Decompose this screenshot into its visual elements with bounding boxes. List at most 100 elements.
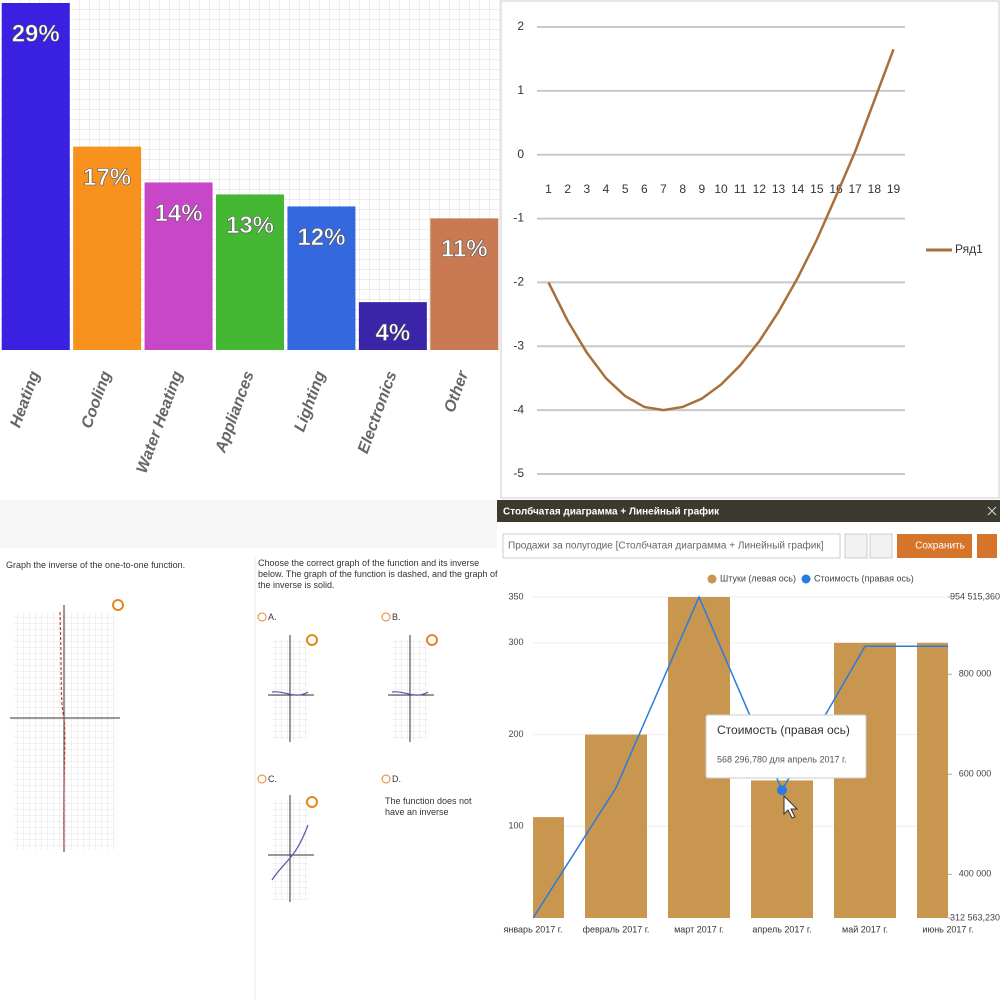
strip <box>0 500 497 548</box>
option-label[interactable]: A. <box>268 612 277 622</box>
bar <box>73 146 142 350</box>
x-tick-label: 3 <box>583 182 590 196</box>
search-input[interactable] <box>502 533 841 559</box>
close-icon[interactable] <box>987 506 997 516</box>
x-tick-label: 6 <box>641 182 648 196</box>
y2-tick-label: 312 563,230 <box>950 912 1000 922</box>
x-tick-label: 1 <box>545 182 552 196</box>
x-tick-label: февраль 2017 г. <box>583 924 650 934</box>
y-tick-label: 350 <box>508 591 523 601</box>
y-tick-label: -3 <box>513 338 524 352</box>
panel-border <box>500 0 1000 499</box>
x-tick-label: 11 <box>734 182 747 196</box>
delete-button[interactable] <box>977 534 997 558</box>
value-label: 13% <box>226 212 274 239</box>
y-tick-label: 100 <box>508 821 523 831</box>
x-tick-label: 5 <box>622 182 629 196</box>
y-tick-label: 2 <box>517 19 524 33</box>
search-text: Продажи за полугодие [Столбчатая диаграм… <box>508 540 824 552</box>
value-label: 29% <box>12 20 60 47</box>
x-tick-label: Water Heating <box>134 369 187 476</box>
y2-tick-label: 954 515,360 <box>950 591 1000 601</box>
value-label: 11% <box>441 236 488 263</box>
save-label: Сохранить <box>915 541 965 552</box>
y2-tick-label: 400 000 <box>959 869 992 879</box>
x-tick-label: Heating <box>7 369 43 430</box>
legend-label: Ряд1 <box>955 242 983 256</box>
value-label: 14% <box>155 200 203 227</box>
y-tick-label: 300 <box>508 637 523 647</box>
x-tick-label: апрель 2017 г. <box>752 924 811 934</box>
window-title: Столбчатая диаграмма + Линейный график <box>503 506 720 518</box>
tooltip-title: Стоимость (правая ось) <box>717 723 850 737</box>
option-label[interactable]: D. <box>392 774 401 784</box>
title-bar <box>497 500 1000 522</box>
x-tick-label: январь 2017 г. <box>504 924 563 934</box>
bar <box>917 642 948 918</box>
legend-swatch <box>707 574 717 584</box>
legend-swatch <box>801 574 811 584</box>
y-tick-label: 1 <box>517 83 524 97</box>
bar <box>287 206 356 350</box>
hover-point <box>777 785 787 796</box>
tooltip-text: 568 296,780 для апрель 2017 г. <box>717 754 847 764</box>
bar <box>585 734 647 918</box>
tooltip: Стоимость (правая ось) 568 296,780 для ап… <box>705 714 867 779</box>
worksheet-graphs <box>10 599 438 902</box>
right-prompt: Choose the correct graph of the function… <box>258 558 498 590</box>
line-series <box>547 48 895 412</box>
download-button[interactable] <box>844 533 868 559</box>
x-tick-label: 17 <box>848 182 862 196</box>
x-tick-label: май 2017 г. <box>842 924 888 934</box>
settings-button[interactable] <box>869 533 893 559</box>
x-tick-label: 13 <box>772 182 786 196</box>
x-tick-label: 12 <box>753 182 767 196</box>
x-tick-label: Electronics <box>355 369 401 456</box>
x-tick-label: Other <box>441 368 472 415</box>
legend-label: Стоимость (правая ось) <box>814 573 914 583</box>
legend-label: Штуки (левая ось) <box>720 573 796 583</box>
y-tick-label: 200 <box>508 729 523 739</box>
x-tick-label: 2 <box>564 182 571 196</box>
x-tick-label: Cooling <box>79 369 115 431</box>
x-tick-label: Lighting <box>292 369 330 434</box>
x-tick-label: 19 <box>887 182 901 196</box>
x-tick-label: 15 <box>810 182 824 196</box>
y-tick-label: -2 <box>513 275 524 289</box>
value-label: 12% <box>297 224 345 251</box>
y-tick-label: -5 <box>513 466 524 480</box>
option-text: The function does not have an inverse <box>385 796 472 817</box>
x-tick-label: 7 <box>660 182 667 196</box>
y-tick-label: -4 <box>513 402 524 416</box>
x-tick-label: Appliances <box>212 369 258 456</box>
value-label: 17% <box>83 164 131 191</box>
y-tick-label: 0 <box>517 147 524 161</box>
bar <box>144 182 213 350</box>
value-label: 4% <box>376 319 411 346</box>
option-label[interactable]: C. <box>268 774 277 784</box>
y2-tick-label: 600 000 <box>959 769 992 779</box>
x-tick-label: 10 <box>714 182 728 196</box>
x-tick-label: 8 <box>679 182 686 196</box>
left-prompt: Graph the inverse of the one-to-one func… <box>6 560 186 570</box>
x-tick-label: 4 <box>603 182 610 196</box>
x-tick-label: 9 <box>698 182 705 196</box>
x-tick-label: 18 <box>868 182 882 196</box>
save-button[interactable] <box>897 534 972 558</box>
x-tick-label: июнь 2017 г. <box>922 924 973 934</box>
bar <box>1 3 70 350</box>
x-tick-label: 14 <box>791 182 805 196</box>
option-label[interactable]: B. <box>392 612 401 622</box>
y-tick-label: -1 <box>513 211 524 225</box>
line-series <box>533 595 948 919</box>
bar <box>430 218 499 350</box>
bar <box>834 642 896 918</box>
bar <box>751 780 813 918</box>
bar <box>358 302 427 350</box>
x-tick-label: март 2017 г. <box>674 924 724 934</box>
y2-tick-label: 800 000 <box>959 669 992 679</box>
cursor <box>783 794 799 819</box>
bar <box>216 194 284 350</box>
